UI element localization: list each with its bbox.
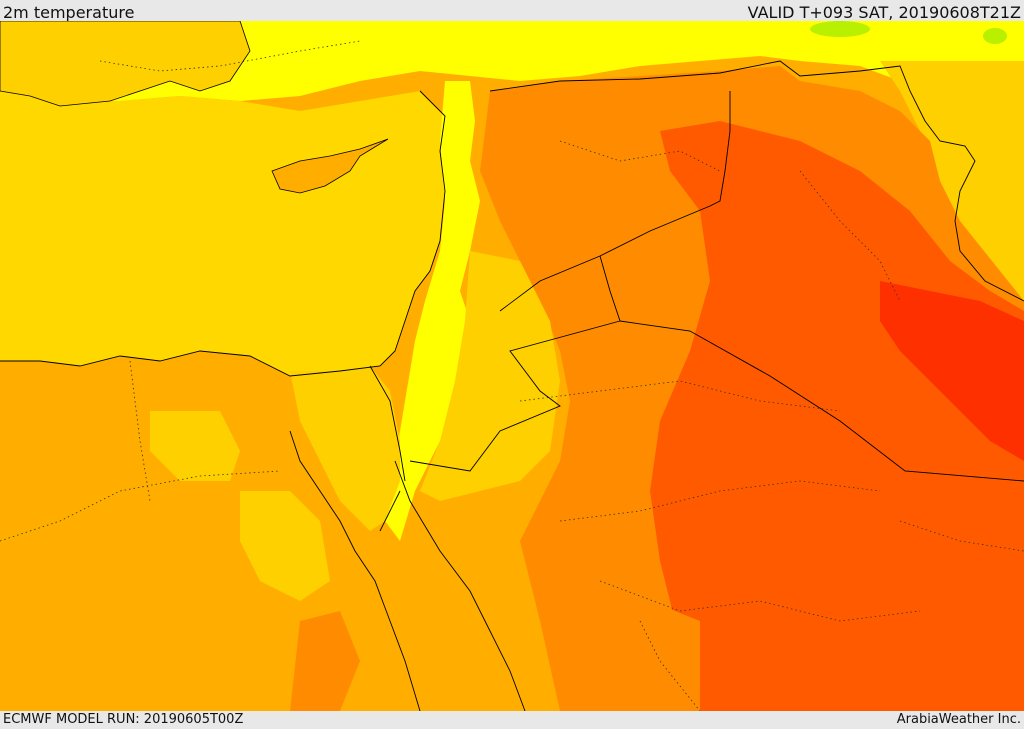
iraq-extreme-zone xyxy=(880,281,1024,461)
saudi-warm-zone xyxy=(560,581,700,711)
credit-label: ArabiaWeather Inc. xyxy=(896,712,1021,727)
coastlines xyxy=(0,90,526,711)
mediterranean-sea xyxy=(0,91,445,376)
iraq-very-hot-zone xyxy=(650,121,1024,711)
sinai-mild-zone xyxy=(290,366,400,531)
green-patch xyxy=(810,21,870,37)
egypt-mild-patch xyxy=(240,491,330,601)
province-borders xyxy=(0,40,1024,711)
east-cool-zone xyxy=(880,61,1024,311)
cyprus xyxy=(271,138,389,194)
map-title: 2m temperature xyxy=(3,3,135,22)
model-run-label: ECMWF MODEL RUN: 20190605T00Z xyxy=(3,712,244,727)
valid-time: VALID T+093 SAT, 20190608T21Z xyxy=(747,3,1021,22)
turkey-coast xyxy=(0,21,251,107)
red-sea-hot-patch xyxy=(290,611,360,711)
map-footer: ECMWF MODEL RUN: 20190605T00Z ArabiaWeat… xyxy=(0,711,1024,729)
map-canvas xyxy=(0,21,1024,711)
jordan-mild-zone xyxy=(420,251,560,501)
temperature-map[interactable] xyxy=(0,21,1024,711)
levant-cool-strip xyxy=(385,81,480,541)
nile-valley xyxy=(150,411,240,481)
north-cool-zone xyxy=(0,21,1024,171)
country-borders xyxy=(369,60,1024,482)
map-header: 2m temperature VALID T+093 SAT, 20190608… xyxy=(0,0,1024,22)
green-patch-2 xyxy=(983,28,1007,44)
